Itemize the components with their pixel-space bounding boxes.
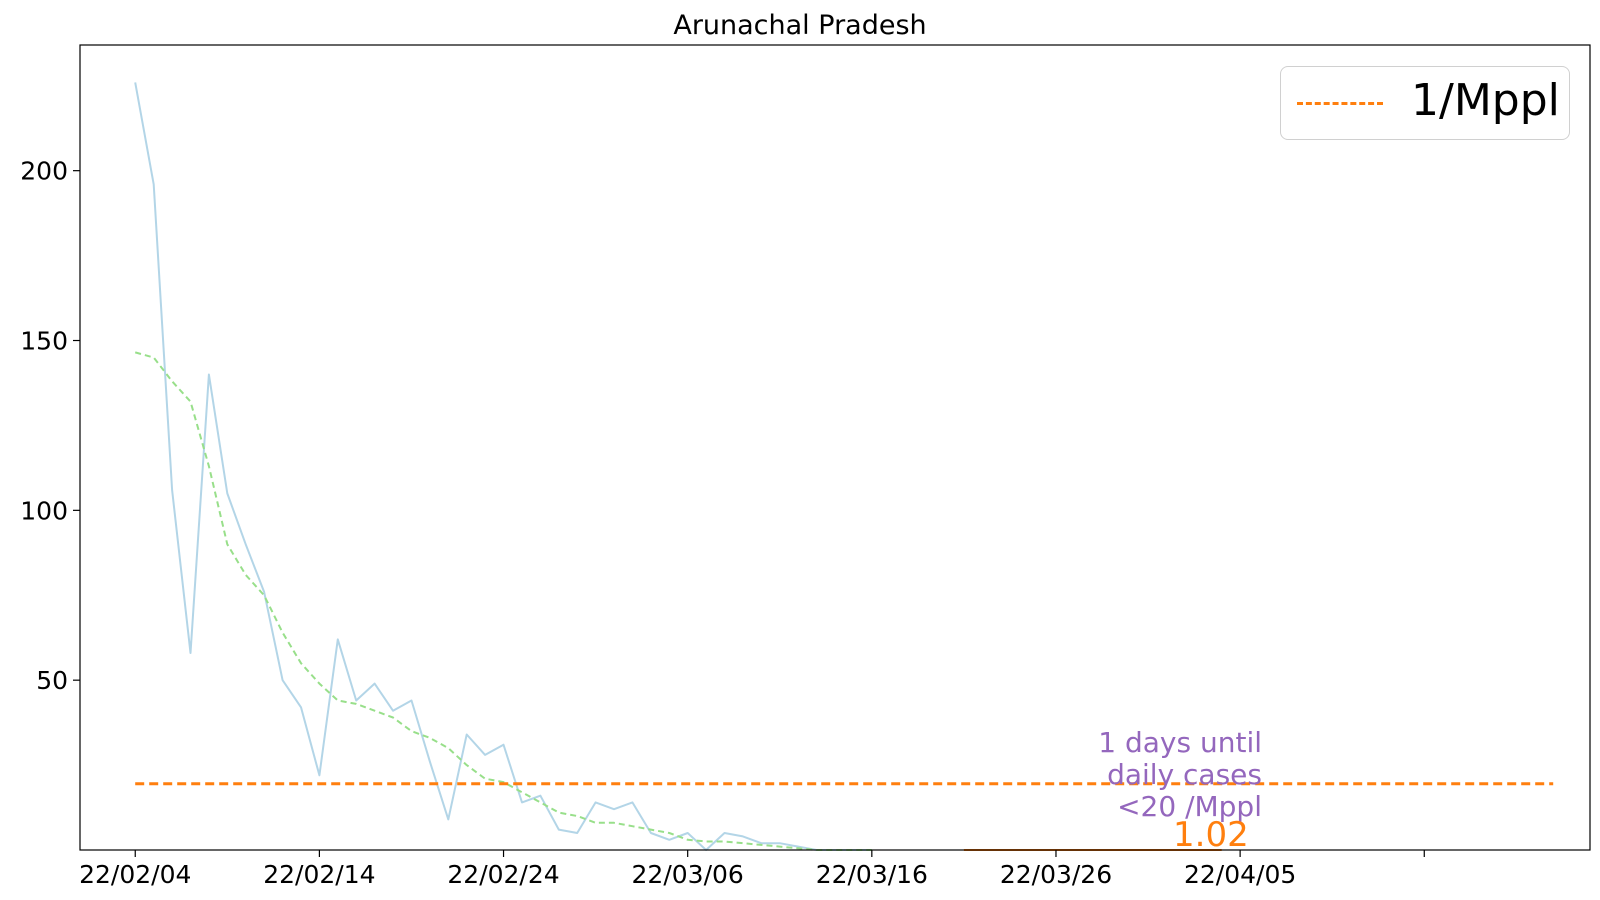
series-line-1 [134,351,872,851]
y-tick-label: 200 [20,157,68,186]
series-line-0 [134,82,872,851]
x-tick-label: 22/02/24 [447,860,559,889]
chart-title: Arunachal Pradesh [673,10,927,41]
x-tick-label: 22/03/26 [1000,860,1112,889]
y-tick-label: 50 [36,666,68,695]
legend-swatch [1297,102,1383,105]
x-tick-label: 22/03/16 [816,860,928,889]
y-tick-label: 150 [20,327,68,356]
x-tick-label: 22/04/05 [1184,860,1296,889]
legend-label: 1/Mppl [1411,75,1560,126]
y-tick-label: 100 [20,496,68,525]
plot-area [134,82,1554,851]
axes: 50 100 150 200 22/02/04 22/02/14 22/02/24 22/03… [20,44,1591,889]
x-tick-label: 22/02/14 [263,860,375,889]
days-until-annotation: 1 days until daily cases <20 /Mppl [1098,726,1262,823]
legend: 1/Mppl [1280,66,1570,140]
value-annotation: 1.02 [1173,815,1249,855]
x-tick-label: 22/02/04 [79,860,191,889]
plot-frame [79,44,1591,851]
x-tick-label: 22/03/06 [632,860,744,889]
